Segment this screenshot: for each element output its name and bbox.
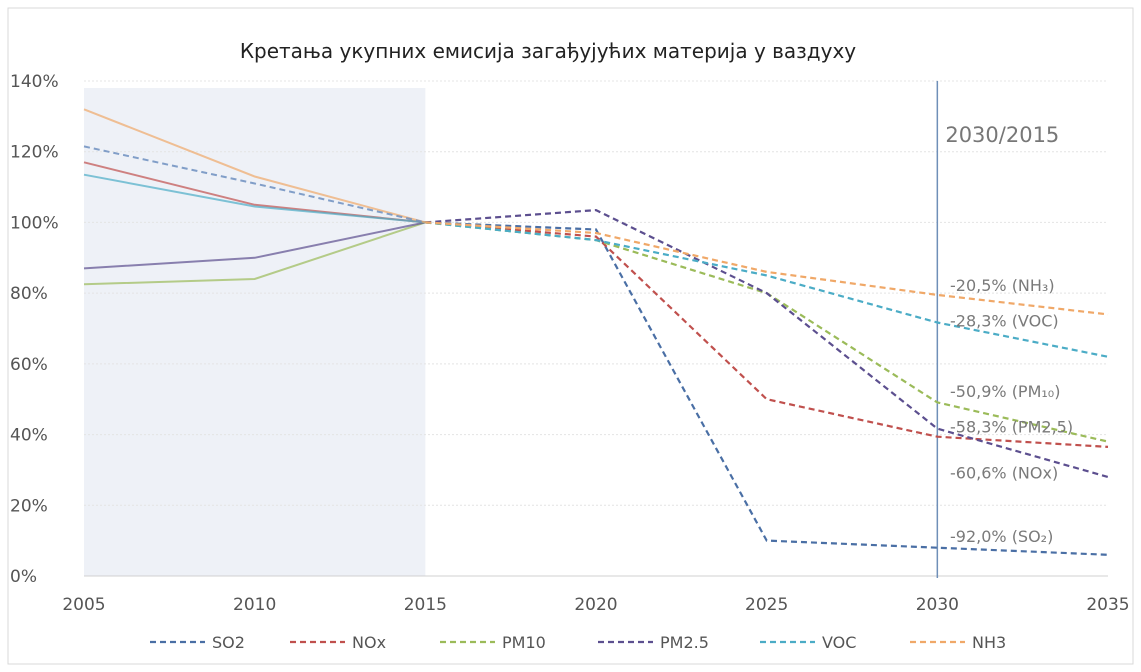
x-tick-label: 2005: [62, 595, 105, 615]
x-tick-label: 2030: [916, 595, 959, 615]
y-tick-label: 0%: [10, 567, 37, 587]
legend-item-pm25: PM2.5: [598, 633, 709, 652]
x-tick-label: 2020: [574, 595, 617, 615]
legend-label: SO2: [212, 633, 245, 652]
x-axis-labels: 2005 2010 2015 2020 2025 2030 2035: [62, 595, 1129, 615]
series-line-voc-historical: [83, 173, 426, 224]
series-line-nh3-projection: [425, 221, 1109, 316]
series-line-pm25-historical: [83, 221, 426, 270]
y-tick-label: 40%: [10, 426, 48, 446]
reduction-annotation: -20,5% (NH₃): [950, 276, 1055, 295]
historical-period-shade: [84, 88, 426, 576]
series-line-voc-projection: [425, 221, 1109, 358]
y-tick-label: 80%: [10, 284, 48, 304]
x-tick-label: 2025: [745, 595, 788, 615]
reference-year-label: 2030/2015: [945, 123, 1059, 147]
x-tick-label: 2015: [404, 595, 447, 615]
y-tick-label: 140%: [10, 72, 59, 92]
legend: SO2 NOx PM10 PM2.5 VOC NH3: [150, 633, 1006, 652]
legend-item-pm10: PM10: [440, 633, 546, 652]
reduction-annotation: -28,3% (VOC): [950, 311, 1059, 330]
legend-label: PM10: [502, 633, 546, 652]
reduction-annotation: -50,9% (PM₁₀): [950, 382, 1060, 401]
legend-label: NH3: [972, 633, 1006, 652]
legend-item-voc: VOC: [760, 633, 856, 652]
series-line-pm10-historical: [83, 221, 426, 286]
x-tick-label: 2010: [233, 595, 276, 615]
series-line-nh3-historical: [83, 108, 426, 224]
legend-item-nh3: NH3: [910, 633, 1006, 652]
series-lines: [83, 108, 1109, 556]
y-tick-label: 100%: [10, 213, 59, 233]
series-line-so2-historical: [83, 145, 426, 224]
reduction-annotations: -20,5% (NH₃) -28,3% (VOC) -50,9% (PM₁₀) -58…: [950, 276, 1073, 546]
x-tick-label: 2035: [1086, 595, 1129, 615]
reduction-annotation: -92,0% (SO₂): [950, 527, 1053, 546]
chart-frame: [7, 7, 1134, 665]
series-line-so2-projection: [425, 221, 1109, 556]
y-axis-labels: 0% 20% 40% 60% 80% 100% 120% 140%: [10, 72, 59, 587]
legend-label: VOC: [822, 633, 856, 652]
y-tick-label: 120%: [10, 143, 59, 163]
legend-label: NOx: [352, 633, 386, 652]
reduction-annotation: -58,3% (PM2,5): [950, 418, 1073, 437]
legend-label: PM2.5: [660, 633, 709, 652]
series-line-nox-projection: [425, 221, 1109, 448]
reduction-annotation: -60,6% (NOx): [950, 463, 1058, 482]
legend-item-so2: SO2: [150, 633, 245, 652]
series-line-pm25-projection: [425, 208, 1109, 479]
legend-item-nox: NOx: [290, 633, 386, 652]
chart-title: Кретања укупних емисија загађујућих мате…: [240, 39, 856, 63]
y-tick-label: 20%: [10, 496, 48, 516]
y-tick-label: 60%: [10, 355, 48, 375]
series-line-pm10-projection: [425, 221, 1109, 443]
